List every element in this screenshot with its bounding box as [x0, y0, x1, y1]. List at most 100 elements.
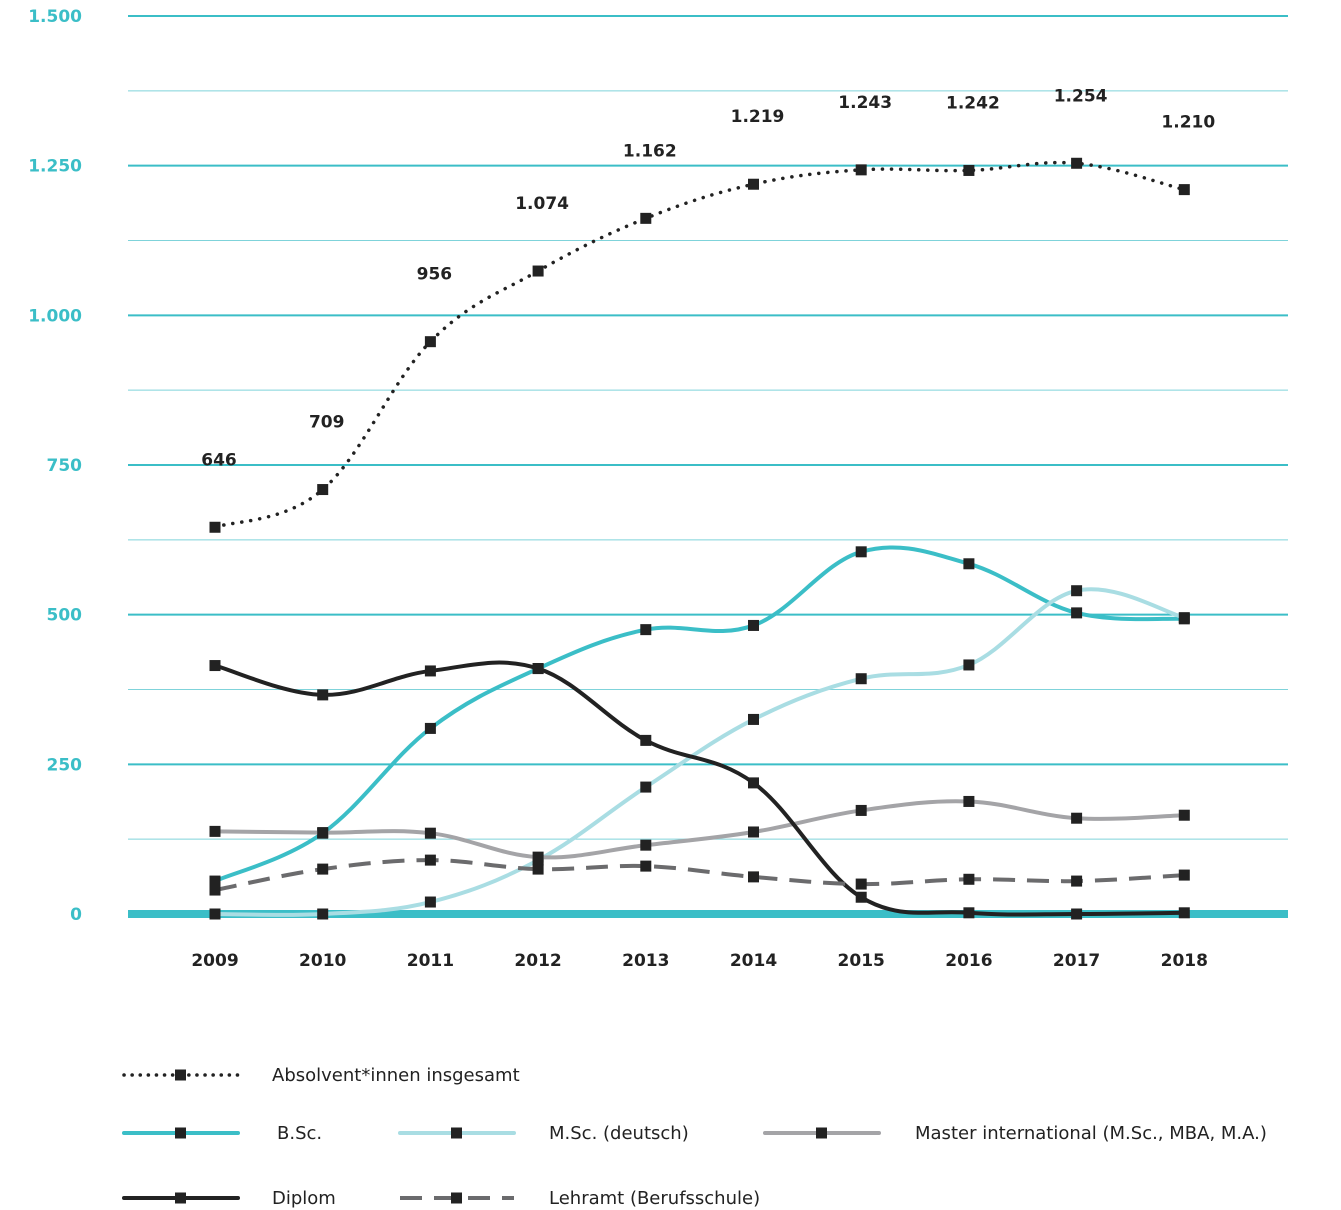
data-point-marker: [963, 795, 975, 807]
data-label: 1.242: [946, 93, 1000, 113]
series-line: [213, 160, 1187, 530]
series-line: [214, 858, 1185, 893]
data-label: 1.074: [515, 194, 569, 214]
data-point-marker: [1178, 907, 1190, 919]
data-point-marker: [855, 891, 867, 903]
x-tick-label: 2010: [299, 951, 346, 971]
x-tick-label: 2014: [730, 951, 777, 971]
data-point-marker: [1071, 157, 1083, 169]
data-labels: 646 709 956 1.074 1.162 1.219 1.243 1.242 1.254 1…: [201, 86, 1215, 470]
series-lehramt-berufsschule: [209, 854, 1190, 896]
y-tick-label: 250: [47, 755, 83, 775]
data-point-marker: [748, 826, 759, 838]
data-point-marker: [855, 673, 867, 685]
data-point-marker: [963, 558, 975, 570]
legend-item: Lehramt (Berufsschule): [400, 1188, 760, 1209]
legend-swatch-marker: [175, 1192, 186, 1204]
data-point-marker: [1178, 184, 1190, 196]
data-label: 1.219: [731, 107, 785, 127]
series-master-international-m-sc-mba-m-a: [209, 795, 1190, 863]
data-point-marker: [532, 265, 544, 277]
data-point-marker: [532, 863, 544, 875]
x-tick-label: 2018: [1161, 951, 1208, 971]
legend-item: Absolvent*innen insgesamt: [122, 1065, 520, 1086]
series-line: [213, 799, 1187, 860]
data-label: 1.254: [1054, 86, 1108, 106]
legend-swatch-marker: [451, 1192, 462, 1204]
data-point-marker: [209, 660, 221, 672]
data-point-marker: [855, 164, 867, 176]
data-label: 709: [309, 413, 345, 433]
legend-label: Master international (M.Sc., MBA, M.A.): [915, 1123, 1267, 1144]
series-layer: [209, 157, 1190, 920]
data-point-marker: [424, 665, 436, 677]
data-point-marker: [748, 713, 759, 725]
series-line: [213, 587, 1187, 917]
legend-label: M.Sc. (deutsch): [549, 1123, 689, 1144]
data-point-marker: [317, 689, 329, 701]
legend-item: M.Sc. (deutsch): [398, 1123, 689, 1144]
x-axis: 2009 2010 2011 2012 2013 2014 2015 2016 2017 2018: [191, 951, 1208, 971]
data-label: 956: [417, 265, 453, 285]
data-point-marker: [1071, 607, 1083, 619]
data-point-marker: [855, 878, 867, 890]
data-point-marker: [748, 871, 759, 883]
y-tick-label: 1.000: [28, 306, 82, 326]
data-point-marker: [424, 336, 436, 348]
data-point-marker: [640, 734, 652, 746]
legend-swatch-marker: [451, 1127, 462, 1139]
data-point-marker: [640, 212, 652, 224]
data-point-marker: [1178, 612, 1190, 624]
data-point-marker: [855, 546, 867, 558]
data-label: 646: [201, 450, 237, 470]
y-tick-label: 1.500: [28, 7, 82, 27]
legend-label: Lehramt (Berufsschule): [549, 1188, 760, 1209]
data-point-marker: [640, 624, 652, 636]
y-tick-label: 1.250: [28, 157, 82, 177]
legend-item: Diplom: [122, 1188, 336, 1209]
legend-swatch-marker: [816, 1127, 827, 1139]
legend-item: Master international (M.Sc., MBA, M.A.): [763, 1123, 1267, 1144]
x-tick-label: 2013: [622, 951, 669, 971]
data-label: 1.243: [838, 93, 892, 113]
x-tick-label: 2016: [945, 951, 992, 971]
data-point-marker: [640, 839, 652, 851]
y-tick-label: 0: [70, 905, 82, 925]
data-point-marker: [963, 659, 975, 671]
data-point-marker: [1071, 908, 1083, 920]
grid-lines: [128, 15, 1288, 918]
series-absolvent-innen-insgesamt: [209, 157, 1190, 533]
data-point-marker: [317, 863, 329, 875]
data-point-marker: [1178, 809, 1190, 821]
data-point-marker: [748, 619, 759, 631]
legend-item: B.Sc.: [122, 1123, 322, 1144]
legend-swatch-marker: [175, 1127, 186, 1139]
y-tick-label: 500: [47, 606, 83, 626]
data-label: 1.210: [1161, 113, 1215, 133]
data-point-marker: [748, 777, 759, 789]
data-point-marker: [1178, 869, 1190, 881]
data-point-marker: [640, 781, 652, 793]
legend-label: B.Sc.: [277, 1123, 322, 1144]
data-point-marker: [209, 875, 221, 887]
data-point-marker: [424, 854, 436, 866]
x-tick-label: 2012: [514, 951, 561, 971]
y-axis: 0 250 500 750 1.000 1.250 1.500: [28, 7, 82, 925]
x-tick-label: 2011: [407, 951, 454, 971]
series-line: [213, 545, 1187, 884]
legend-swatch-marker: [175, 1069, 186, 1081]
x-tick-label: 2017: [1053, 951, 1100, 971]
legend: Absolvent*innen insgesamt B.Sc. M.Sc. (deu…: [122, 1065, 1267, 1209]
data-label: 1.162: [623, 141, 677, 161]
series-b-sc: [209, 545, 1190, 887]
data-point-marker: [1071, 585, 1083, 597]
data-point-marker: [640, 860, 652, 872]
data-point-marker: [1071, 875, 1083, 887]
data-point-marker: [317, 908, 329, 920]
data-point-marker: [532, 851, 544, 863]
data-point-marker: [855, 804, 867, 816]
x-tick-label: 2015: [838, 951, 885, 971]
data-point-marker: [1071, 812, 1083, 824]
data-point-marker: [209, 884, 221, 896]
